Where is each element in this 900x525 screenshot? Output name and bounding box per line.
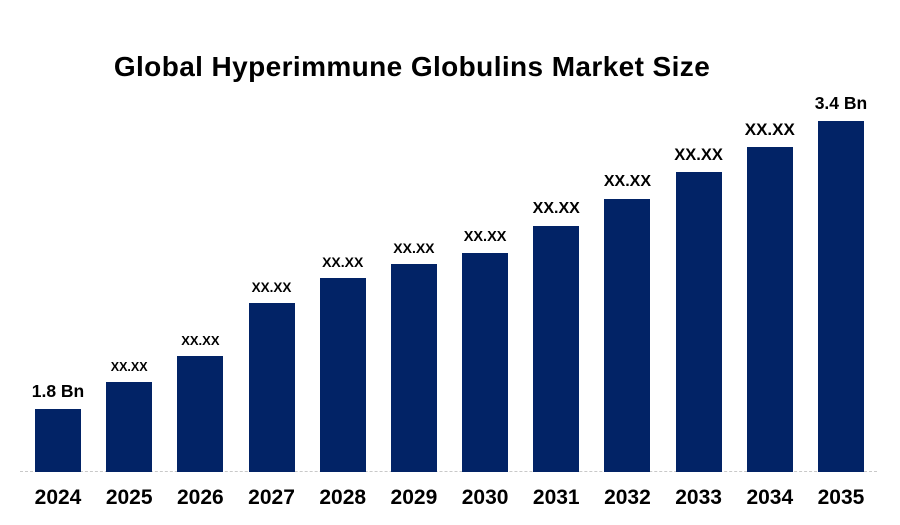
bar xyxy=(35,409,81,472)
bar xyxy=(817,121,864,472)
x-axis-label: 2033 xyxy=(675,486,722,509)
bar-value-label: XX.XX xyxy=(322,254,364,270)
bar-value-label: XX.XX xyxy=(463,228,507,245)
bar xyxy=(675,172,722,472)
x-axis-line xyxy=(20,471,877,472)
bar-value-label: XX.XX xyxy=(110,359,148,374)
bar xyxy=(390,264,437,472)
bar xyxy=(106,382,153,472)
chart-title: Global Hyperimmune Globulins Market Size xyxy=(113,51,711,82)
bar-value-label: XX.XX xyxy=(393,240,435,256)
x-axis-label: 2025 xyxy=(105,486,153,509)
x-axis-label: 2031 xyxy=(532,486,580,509)
x-axis-label: 2032 xyxy=(604,486,651,509)
x-axis-label: 2034 xyxy=(746,486,794,509)
bar xyxy=(177,356,224,472)
x-axis-label: 2030 xyxy=(461,486,509,509)
bar xyxy=(462,253,509,472)
x-axis-label: 2024 xyxy=(34,486,82,509)
bar-value-label: XX.XX xyxy=(744,120,795,139)
bar-value-label: 3.4 Bn xyxy=(814,92,868,113)
x-axis-label: 2035 xyxy=(817,486,865,509)
bar-value-label: XX.XX xyxy=(603,173,651,190)
bar xyxy=(319,278,366,472)
bar-value-label: 1.8 Bn xyxy=(31,380,85,401)
x-axis-label: 2028 xyxy=(319,486,367,509)
bar xyxy=(248,303,295,472)
bar-value-label: XX.XX xyxy=(181,333,220,348)
x-axis-label: 2026 xyxy=(177,486,224,509)
bar-value-label: XX.XX xyxy=(251,279,292,295)
bar xyxy=(746,147,793,472)
x-axis-label: 2027 xyxy=(248,486,295,509)
bar-value-label: XX.XX xyxy=(674,145,723,164)
bar xyxy=(604,199,651,472)
bar-value-label: XX.XX xyxy=(532,200,580,217)
bar xyxy=(533,226,580,472)
x-axis-label: 2029 xyxy=(390,486,438,509)
